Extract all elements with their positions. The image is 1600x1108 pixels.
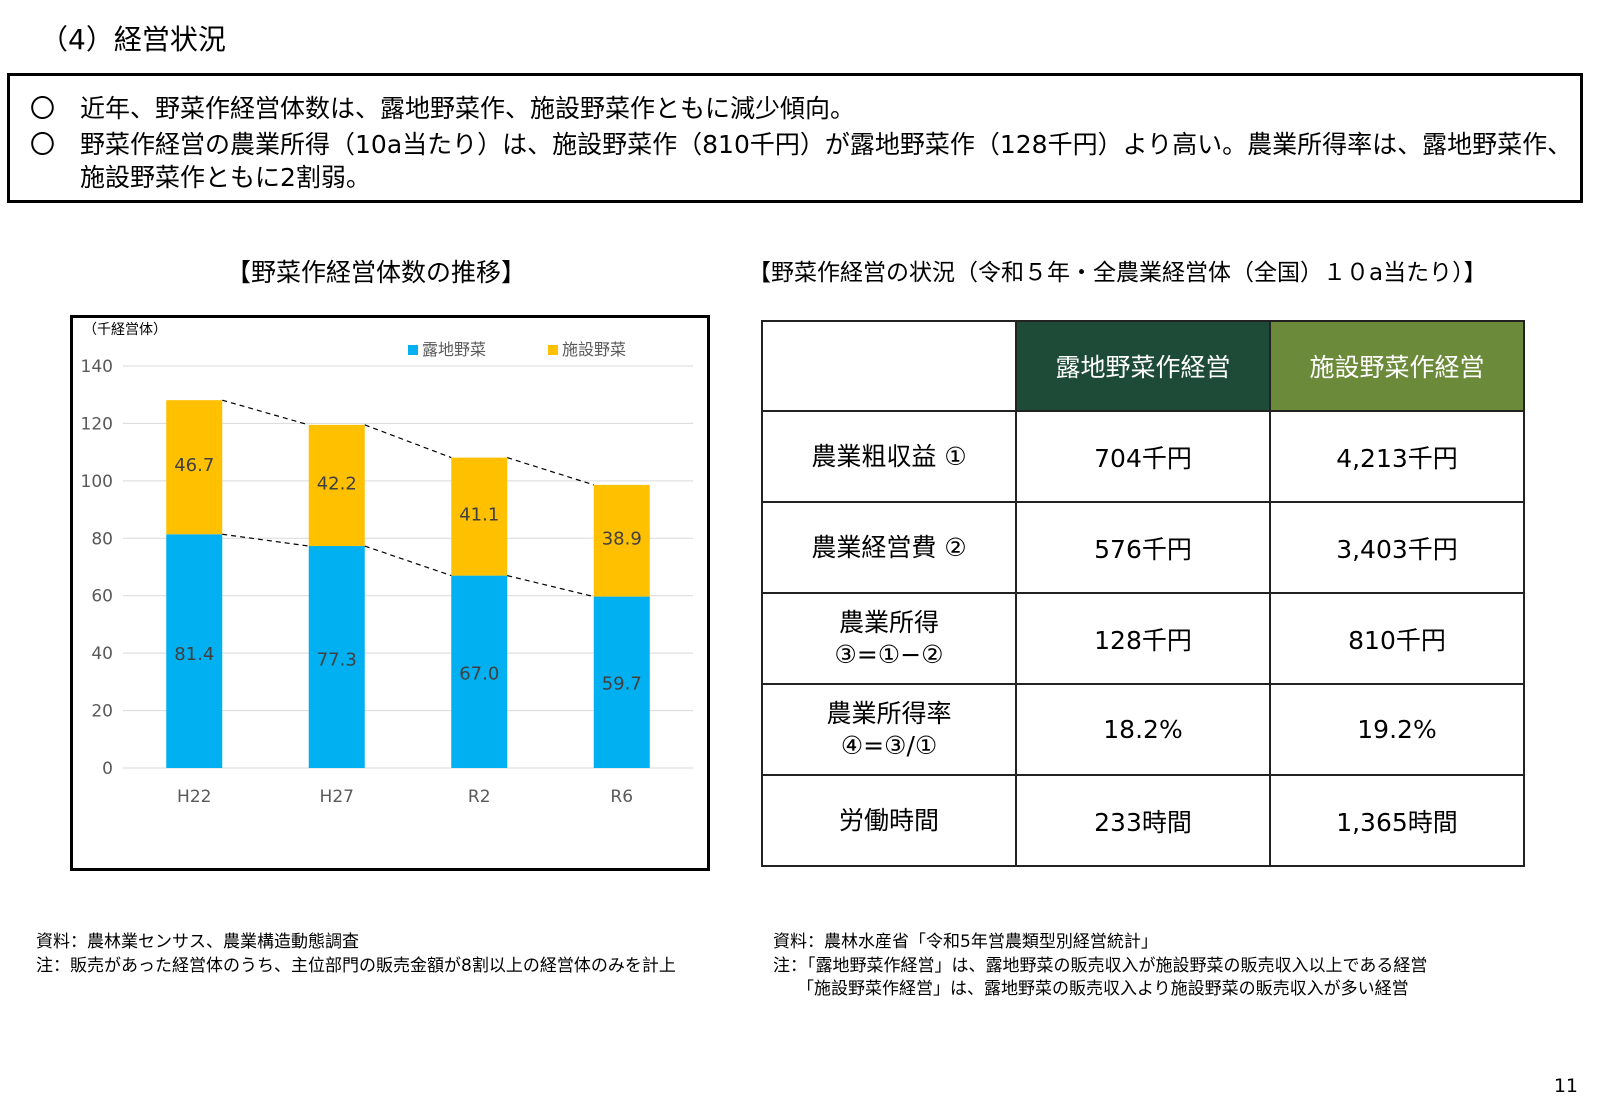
data-label: 42.2 bbox=[317, 473, 357, 494]
row-label-line: 農業所得率 bbox=[826, 698, 952, 728]
data-label: 46.7 bbox=[174, 455, 214, 476]
bullet-circle-icon: 〇 bbox=[30, 130, 56, 159]
bar-facility bbox=[166, 400, 223, 535]
table-row: 農業所得率 ④=③/① 18.2% 19.2% bbox=[761, 683, 1525, 776]
cell-open-field: 233時間 bbox=[1015, 774, 1271, 867]
table-title: 【野菜作経営の状況（令和５年・全農業経営体（全国）１０a当たり）】 bbox=[748, 260, 1487, 286]
x-tick-label: H27 bbox=[320, 787, 354, 807]
summary-bullet-text: 野菜作経営の農業所得（10a当たり）は、施設野菜作（810千円）が露地野菜作（1… bbox=[80, 130, 1573, 192]
legend-label: 施設野菜 bbox=[562, 340, 626, 359]
y-tick-label: 100 bbox=[81, 472, 113, 492]
row-label-line: 農業経営費 ② bbox=[811, 532, 967, 562]
row-label-line: 農業粗収益 ① bbox=[811, 441, 967, 471]
header-open-field: 露地野菜作経営 bbox=[1015, 320, 1271, 412]
data-label: 77.3 bbox=[317, 649, 357, 670]
data-label: 81.4 bbox=[174, 644, 214, 665]
table-source-note: 資料：農林水産省「令和5年営農類型別経営統計」 bbox=[773, 932, 1158, 952]
bar-open-field bbox=[308, 546, 365, 768]
row-label-line: 農業所得 bbox=[838, 607, 939, 637]
summary-bullet-text: 近年、野菜作経営体数は、露地野菜作、施設野菜作ともに減少傾向。 bbox=[80, 94, 856, 123]
table-row: 農業所得 ③=①−② 128千円 810千円 bbox=[761, 592, 1525, 685]
data-label: 67.0 bbox=[459, 664, 499, 685]
bar-open-field bbox=[593, 596, 650, 768]
x-tick-label: H22 bbox=[177, 787, 211, 807]
data-label: 59.7 bbox=[602, 674, 642, 695]
y-tick-label: 60 bbox=[91, 587, 113, 607]
table-row: 農業経営費 ② 576千円 3,403千円 bbox=[761, 501, 1525, 594]
bar-open-field bbox=[451, 575, 508, 768]
bar-facility bbox=[308, 424, 365, 547]
y-tick-label: 0 bbox=[102, 759, 113, 779]
table-row: 農業粗収益 ① 704千円 4,213千円 bbox=[761, 410, 1525, 503]
y-tick-label: 140 bbox=[81, 357, 113, 377]
trend-line-total bbox=[222, 399, 309, 426]
data-label: 41.1 bbox=[459, 505, 499, 526]
chart-title: 【野菜作経営体数の推移】 bbox=[226, 258, 527, 287]
cell-open-field: 704千円 bbox=[1015, 410, 1271, 503]
cell-facility: 19.2% bbox=[1269, 683, 1525, 776]
trend-line-open-field bbox=[222, 533, 309, 547]
legend-label: 露地野菜 bbox=[422, 340, 486, 359]
trend-line-open-field bbox=[507, 575, 594, 598]
cell-open-field: 576千円 bbox=[1015, 501, 1271, 594]
bullet-circle-icon: 〇 bbox=[30, 94, 56, 123]
cell-open-field: 128千円 bbox=[1015, 592, 1271, 685]
x-tick-label: R6 bbox=[610, 787, 633, 807]
summary-box: 〇 近年、野菜作経営体数は、露地野菜作、施設野菜作ともに減少傾向。 〇 野菜作経… bbox=[7, 73, 1583, 203]
chart-frame: 0 20 40 60 80 100 120 140 （千経営体） 露地野菜 施設野菜 81.4 46.7… bbox=[70, 315, 710, 871]
y-tick-label: 20 bbox=[91, 702, 113, 722]
cell-open-field: 18.2% bbox=[1015, 683, 1271, 776]
stacked-bar-chart: 0 20 40 60 80 100 120 140 （千経営体） 露地野菜 施設野菜 81.4 46.7… bbox=[81, 322, 693, 807]
row-label: 労働時間 bbox=[761, 774, 1017, 867]
data-label: 38.9 bbox=[602, 529, 642, 550]
row-label: 農業所得 ③=①−② bbox=[761, 592, 1017, 685]
row-label-line: 労働時間 bbox=[838, 805, 939, 835]
row-label-line: ④=③/① bbox=[840, 730, 938, 760]
farm-management-table: 露地野菜作経営 施設野菜作経営 農業粗収益 ① 704千円 4,213千円 農業経営費… bbox=[761, 320, 1525, 867]
cell-facility: 810千円 bbox=[1269, 592, 1525, 685]
y-axis-label: （千経営体） bbox=[83, 322, 167, 338]
table-footnote-2: 「施設野菜作経営」は、露地野菜の販売収入より施設野菜の販売収入が多い経営 bbox=[797, 979, 1409, 999]
chart-footnote: 注：販売があった経営体のうち、主位部門の販売金額が8割以上の経営体のみを計上 bbox=[36, 956, 676, 976]
legend-swatch bbox=[548, 345, 558, 355]
legend-swatch bbox=[408, 345, 418, 355]
table-footnote-1: 注：「露地野菜作経営」は、露地野菜の販売収入が施設野菜の販売収入以上である経営 bbox=[773, 956, 1428, 976]
bar-facility bbox=[593, 484, 650, 597]
chart-source-note: 資料：農林業センサス、農業構造動態調査 bbox=[36, 932, 359, 952]
header-facility: 施設野菜作経営 bbox=[1269, 320, 1525, 412]
row-label-line: ③=①−② bbox=[834, 639, 944, 669]
bar-open-field bbox=[166, 534, 223, 768]
y-tick-label: 120 bbox=[81, 414, 113, 434]
cell-facility: 1,365時間 bbox=[1269, 774, 1525, 867]
bar-facility bbox=[451, 457, 508, 576]
x-tick-label: R2 bbox=[468, 787, 491, 807]
row-label: 農業粗収益 ① bbox=[761, 410, 1017, 503]
table-row: 労働時間 233時間 1,365時間 bbox=[761, 774, 1525, 867]
trend-line-total bbox=[364, 424, 452, 459]
row-label: 農業所得率 ④=③/① bbox=[761, 683, 1017, 776]
page-title: （4）経営状況 bbox=[40, 23, 226, 56]
y-tick-label: 40 bbox=[91, 644, 113, 664]
page-number: 11 bbox=[1553, 1075, 1578, 1097]
cell-facility: 4,213千円 bbox=[1269, 410, 1525, 503]
y-tick-label: 80 bbox=[91, 529, 113, 549]
trend-line-open-field bbox=[364, 545, 452, 577]
table-header-row: 露地野菜作経営 施設野菜作経営 bbox=[761, 320, 1525, 412]
table-header-blank bbox=[761, 320, 1017, 412]
row-label: 農業経営費 ② bbox=[761, 501, 1017, 594]
trend-line-total bbox=[507, 457, 594, 486]
cell-facility: 3,403千円 bbox=[1269, 501, 1525, 594]
